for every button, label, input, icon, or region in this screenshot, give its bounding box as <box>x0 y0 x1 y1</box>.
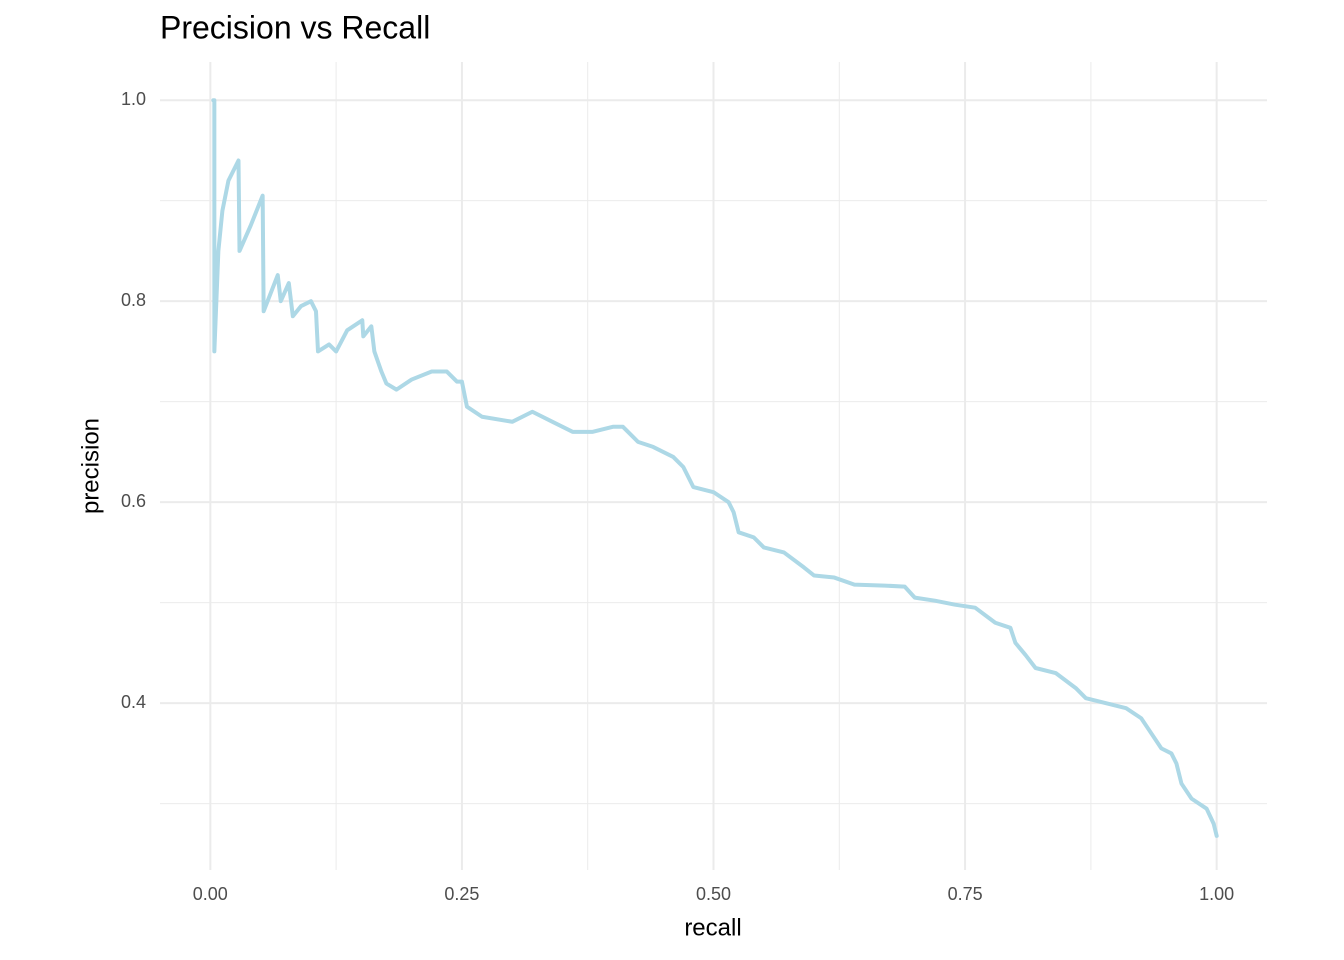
x-tick-label: 0.25 <box>444 884 479 904</box>
line-series <box>211 98 1219 838</box>
x-tick-label: 0.75 <box>948 884 983 904</box>
y-tick-label: 0.4 <box>121 692 146 712</box>
y-tick-label: 1.0 <box>121 89 146 109</box>
plot-area <box>211 98 1219 838</box>
y-tick-label: 0.8 <box>121 290 146 310</box>
x-tick-label: 1.00 <box>1199 884 1234 904</box>
grid <box>160 62 1267 870</box>
x-tick-label: 0.00 <box>193 884 228 904</box>
y-tick-label: 0.6 <box>121 491 146 511</box>
y-axis-title: precision <box>77 418 104 514</box>
x-axis-title: recall <box>684 914 741 941</box>
chart-title: Precision vs Recall <box>160 9 430 45</box>
x-tick-label: 0.50 <box>696 884 731 904</box>
